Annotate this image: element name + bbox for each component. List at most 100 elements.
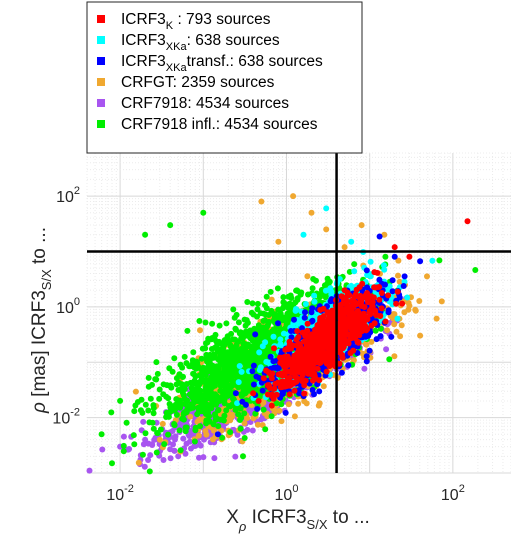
data-point (195, 382, 202, 389)
data-point (225, 349, 232, 356)
data-point (196, 454, 202, 461)
data-point-outlier (275, 238, 282, 245)
data-point (202, 319, 209, 326)
data-point (249, 300, 256, 307)
data-point-outlier (323, 226, 330, 233)
data-point (268, 296, 275, 303)
data-point (361, 365, 368, 372)
data-point (241, 410, 248, 417)
data-point (190, 370, 197, 377)
data-point (153, 449, 160, 456)
data-point (256, 337, 262, 344)
data-point (120, 433, 127, 440)
data-point (170, 441, 176, 448)
data-point (197, 442, 204, 449)
data-point (183, 440, 190, 447)
data-point (187, 405, 194, 412)
data-point (210, 401, 216, 408)
data-point (120, 442, 127, 449)
data-point (152, 376, 159, 383)
data-point (145, 457, 152, 463)
data-point (224, 336, 231, 343)
data-point (135, 459, 142, 466)
data-point (165, 413, 172, 420)
data-point (194, 411, 201, 418)
data-point (230, 306, 237, 313)
data-point (187, 413, 194, 420)
data-point-outlier (98, 431, 105, 438)
data-point (198, 377, 205, 384)
data-point (197, 393, 204, 400)
data-point (350, 357, 357, 364)
data-point (244, 299, 251, 305)
data-point (180, 435, 187, 442)
data-point (372, 327, 379, 334)
data-point-outlier (258, 198, 265, 205)
data-point (215, 407, 222, 413)
data-point (108, 409, 115, 416)
data-point (195, 387, 202, 394)
data-point (309, 285, 316, 292)
data-point (237, 354, 244, 361)
data-point-outlier (142, 436, 149, 443)
data-point (254, 421, 261, 428)
data-point (223, 407, 230, 414)
data-point (417, 332, 424, 339)
data-point (230, 336, 236, 343)
data-point (248, 343, 255, 350)
data-point (238, 368, 245, 375)
data-point (184, 397, 191, 404)
data-point (254, 300, 261, 307)
data-point (202, 405, 209, 411)
data-point (280, 299, 287, 306)
data-point (131, 408, 138, 415)
data-point (221, 412, 228, 419)
data-point (145, 407, 152, 414)
data-point (140, 441, 147, 448)
data-point (273, 400, 280, 407)
data-point (391, 311, 398, 318)
data-point (223, 320, 230, 327)
data-point (208, 346, 215, 352)
data-points (86, 193, 479, 475)
data-point (237, 329, 244, 336)
data-point (221, 400, 228, 407)
data-point (398, 322, 405, 329)
data-point (181, 353, 188, 360)
data-point (391, 321, 398, 328)
data-point (154, 430, 161, 437)
data-point (238, 393, 245, 400)
data-point (150, 402, 157, 409)
data-point (180, 392, 187, 399)
data-point (190, 349, 197, 356)
data-point (86, 467, 93, 474)
data-point (260, 310, 267, 317)
data-point (193, 365, 200, 372)
data-point (197, 327, 203, 334)
data-point (120, 448, 127, 455)
data-point (210, 354, 217, 361)
data-point (183, 381, 190, 387)
data-point (433, 315, 440, 322)
data-point (222, 360, 229, 367)
data-point (208, 377, 215, 384)
data-point (184, 327, 191, 334)
data-point (262, 302, 268, 309)
data-point (303, 400, 310, 407)
data-point (212, 382, 218, 389)
data-point (368, 338, 375, 345)
data-point (271, 316, 277, 323)
data-point (238, 374, 245, 381)
data-point (326, 278, 333, 285)
data-point (316, 294, 323, 301)
data-point (393, 328, 400, 335)
data-point (208, 393, 215, 400)
data-point (151, 436, 158, 443)
data-point (182, 424, 189, 431)
data-point (320, 383, 327, 390)
data-point (142, 430, 149, 437)
data-point (173, 381, 180, 388)
data-point (243, 350, 250, 357)
data-point (263, 293, 270, 300)
